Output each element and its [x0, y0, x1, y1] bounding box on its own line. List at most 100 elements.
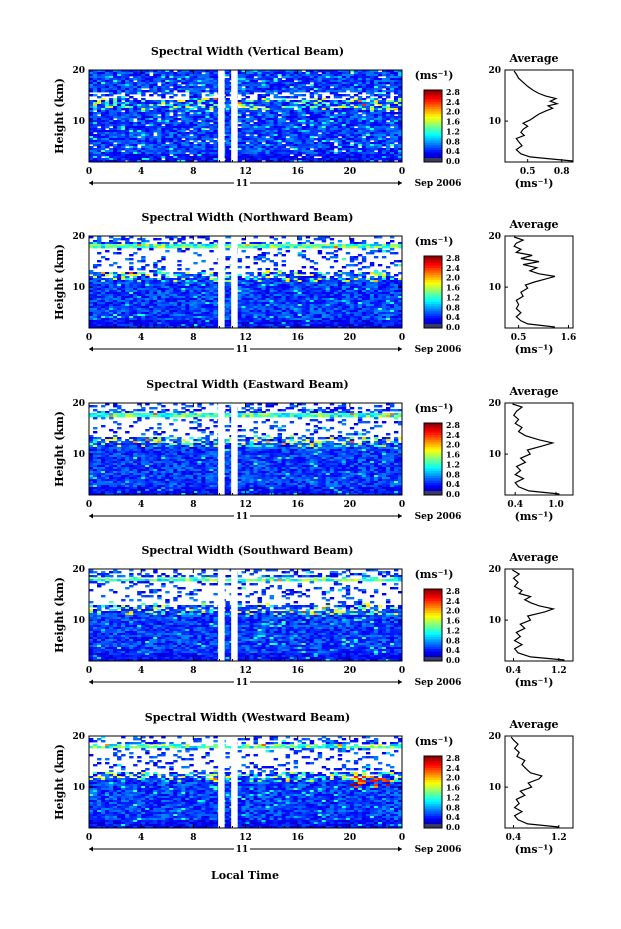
profile-x-tick-label: 0.4	[506, 833, 522, 843]
colorbar-unit: (ms⁻¹)	[415, 568, 454, 581]
colorbar-tick-label: 2.8	[446, 586, 460, 596]
profile-y-tick-label: 20	[488, 732, 501, 742]
colorbar-tick-label: 0.4	[446, 645, 460, 655]
x-tick-label: 0	[399, 833, 405, 843]
colorbar	[423, 255, 443, 329]
colorbar-tick-label: 1.6	[446, 450, 460, 460]
day-line-arrow	[398, 346, 402, 352]
colorbar-tick-label: 2.0	[446, 273, 460, 283]
panel-title: Spectral Width (Southward Beam)	[141, 544, 353, 557]
profile-line	[510, 736, 559, 828]
y-tick-label: 20	[72, 565, 85, 575]
day-line-arrow	[89, 513, 93, 519]
y-axis-label: Height (km)	[53, 411, 66, 487]
profile-frame	[504, 235, 574, 329]
x-tick-label: 4	[138, 333, 144, 343]
day-label: 11	[236, 678, 249, 688]
day-line-arrow	[89, 846, 93, 852]
x-tick-label: 8	[190, 333, 196, 343]
profile-y-tick-label: 20	[488, 232, 501, 242]
date-label: Sep 2006	[415, 179, 462, 189]
x-tick-label: 8	[190, 833, 196, 843]
y-axis-label: Height (km)	[53, 744, 66, 820]
profile-line	[512, 569, 565, 661]
x-tick-label: 12	[239, 500, 252, 510]
x-tick-label: 0	[399, 666, 405, 676]
x-tick-label: 8	[190, 167, 196, 177]
profile-panel: Average 0.4 1.2 20 10 (ms⁻¹)	[488, 551, 574, 689]
profile-frame	[504, 735, 574, 829]
colorbar-tick-label: 0.8	[446, 635, 460, 645]
y-tick-label: 20	[72, 232, 85, 242]
x-tick-label: 16	[291, 333, 304, 343]
colorbar-tick-label: 2.4	[446, 97, 460, 107]
panel-title: Spectral Width (Eastward Beam)	[146, 378, 348, 391]
profile-title: Average	[508, 551, 558, 564]
day-line-arrow	[398, 846, 402, 852]
day-line-arrow	[89, 679, 93, 685]
data-gap	[218, 236, 225, 328]
x-tick-label: 0	[86, 333, 92, 343]
profile-title: Average	[508, 385, 558, 398]
colorbar-tick-label: 0.0	[446, 655, 460, 665]
panel-1: Spectral Width (Vertical Beam) 0 4 8 12 16 20 0…	[53, 45, 574, 190]
x-tick-label: 20	[344, 666, 357, 676]
day-label: 11	[236, 179, 249, 189]
colorbar-tick-label: 1.6	[446, 117, 460, 127]
x-tick-label: 0	[86, 833, 92, 843]
y-tick-label: 20	[72, 399, 85, 409]
data-gap	[231, 569, 238, 661]
x-tick-label: 0	[86, 167, 92, 177]
profile-x-tick-label: 0.8	[554, 167, 570, 177]
panel-title: Spectral Width (Westward Beam)	[145, 711, 350, 724]
profile-y-tick-label: 10	[488, 616, 501, 626]
day-line-arrow	[398, 180, 402, 186]
data-gap	[218, 736, 225, 828]
profile-x-tick-label: 0.5	[511, 333, 527, 343]
colorbar-tick-label: 1.2	[446, 792, 460, 802]
profile-panel: Average 0.5 1.6 20 10 (ms⁻¹)	[488, 218, 576, 356]
date-label: Sep 2006	[415, 345, 462, 355]
profile-y-tick-label: 20	[488, 565, 501, 575]
y-axis-label: Height (km)	[53, 577, 66, 653]
panel-3: Spectral Width (Eastward Beam) 0 4 8 12 16 20 0…	[53, 378, 574, 523]
colorbar-tick-label: 2.8	[446, 87, 460, 97]
heatmap-cells	[89, 70, 403, 163]
data-gap	[231, 236, 238, 328]
profile-y-tick-label: 10	[488, 117, 501, 127]
profile-y-tick-label: 20	[488, 399, 501, 409]
colorbar-tick-label: 1.2	[446, 625, 460, 635]
profile-line	[513, 70, 574, 162]
heatmap-cells	[89, 403, 403, 496]
day-label: 11	[236, 345, 249, 355]
colorbar-tick-label: 1.2	[446, 459, 460, 469]
colorbar	[423, 422, 443, 496]
colorbar-tick-label: 2.4	[446, 263, 460, 273]
colorbar-tick-label: 0.8	[446, 136, 460, 146]
x-tick-label: 20	[344, 833, 357, 843]
profile-x-tick-label: 1.6	[561, 333, 577, 343]
colorbar-tick-label: 2.0	[446, 107, 460, 117]
day-label: 11	[236, 512, 249, 522]
date-label: Sep 2006	[415, 512, 462, 522]
colorbar-tick-label: 2.0	[446, 440, 460, 450]
heatmap-cells	[89, 736, 403, 829]
colorbar	[423, 89, 443, 163]
profile-panel: Average 0.5 0.8 20 10 (ms⁻¹)	[488, 52, 574, 190]
x-tick-label: 20	[344, 167, 357, 177]
heatmap-cells	[89, 569, 403, 662]
panel-4: Spectral Width (Southward Beam) 0 4 8 12 16 20…	[53, 544, 574, 689]
colorbar-unit: (ms⁻¹)	[415, 69, 454, 82]
profile-y-tick-label: 10	[488, 783, 501, 793]
colorbar-tick-label: 0.0	[446, 322, 460, 332]
data-gap	[231, 736, 238, 828]
x-tick-label: 20	[344, 500, 357, 510]
profile-x-tick-label: 1.2	[551, 666, 567, 676]
colorbar-tick-label: 1.2	[446, 126, 460, 136]
x-tick-label: 4	[138, 666, 144, 676]
day-line-arrow	[89, 180, 93, 186]
x-tick-label: 0	[399, 500, 405, 510]
colorbar-tick-label: 2.8	[446, 753, 460, 763]
y-tick-label: 10	[72, 783, 85, 793]
